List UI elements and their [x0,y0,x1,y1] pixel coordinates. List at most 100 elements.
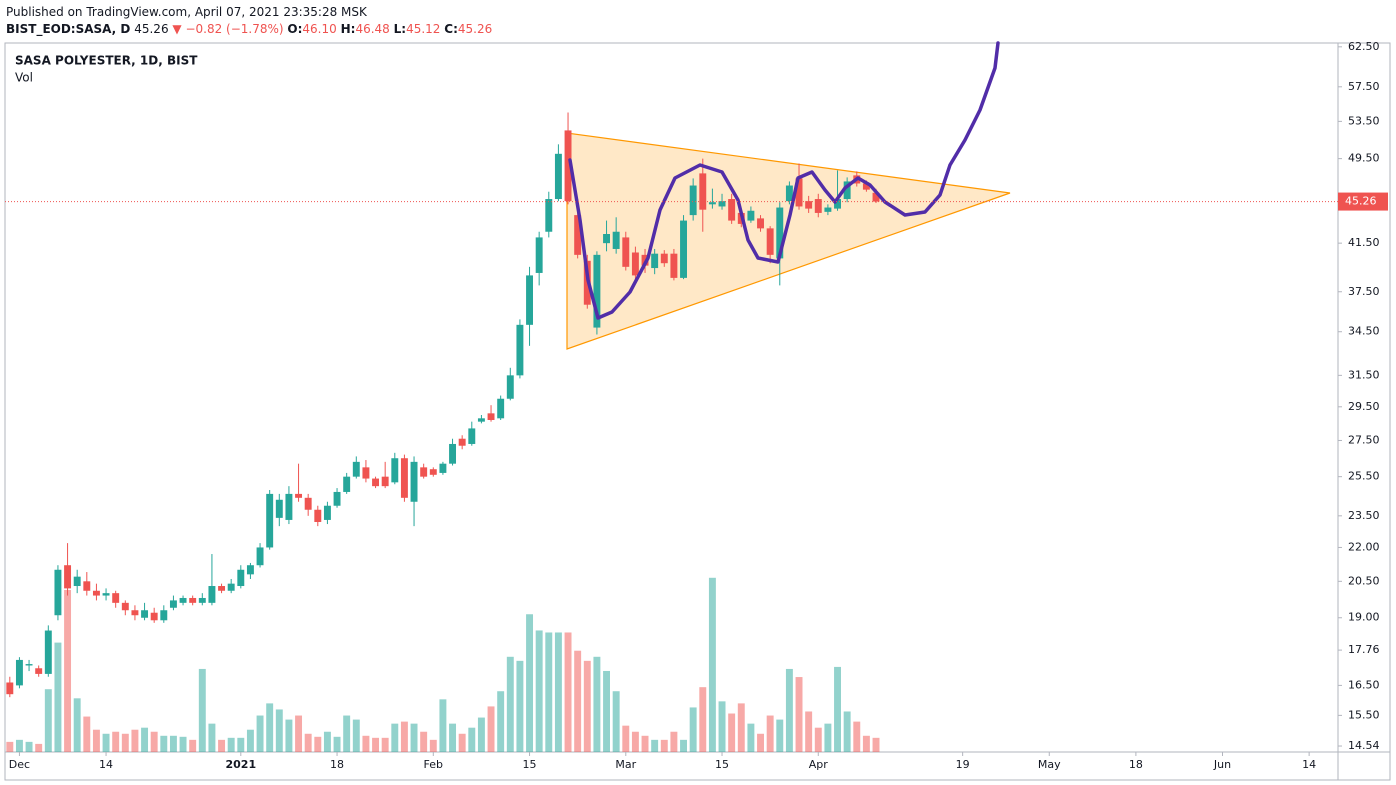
change: ▼ −0.82 (−1.78%) [172,22,284,36]
volume-bar [256,715,264,752]
last-price-label: 45.26 [1345,195,1377,208]
candle-body [747,210,755,221]
volume-bar [314,736,322,752]
volume-bar [641,735,649,752]
candle-body [872,192,880,202]
candle-body [275,499,283,518]
volume-bar [410,723,418,752]
volume-bar [439,699,447,752]
volume-bar [449,723,457,752]
volume-bar [198,668,206,752]
candle-body [814,199,822,213]
candle-body [622,237,630,267]
candle-body [64,565,72,589]
candle-body [304,497,312,510]
y-tick-label: 25.50 [1348,470,1380,483]
volume [6,577,880,752]
volume-bar [420,731,428,752]
last-price-box [1338,192,1388,211]
x-tick-label: 19 [956,758,970,771]
volume-bar [843,711,851,752]
candle-body [15,659,23,686]
volume-bar [25,741,33,752]
volume-bar [814,727,822,752]
volume-bar [593,656,601,752]
x-tick-label: 14 [99,758,113,771]
volume-bar [141,727,149,752]
volume-bar [44,689,52,752]
y-tick-label: 27.50 [1348,433,1380,446]
volume-bar [651,739,659,752]
candle-body [535,237,543,273]
volume-bar [468,727,476,752]
candle-body [612,231,620,249]
volume-bar [15,739,23,752]
volume-bar [795,677,803,752]
volume-bar [372,737,380,752]
candle-body [699,173,707,210]
candle-body [400,458,408,498]
candle-body [593,254,601,328]
y-tick-label: 15.50 [1348,708,1380,721]
volume-bar [160,735,168,752]
volume-bar [737,703,745,752]
y-tick-label: 41.50 [1348,236,1380,249]
volume-bar [391,723,399,752]
volume-bar [189,739,197,752]
ohlc-value: 46.48 [355,22,390,36]
y-tick-label: 62.50 [1348,40,1380,53]
volume-bar [622,725,630,752]
candle-body [516,324,524,376]
volume-bar [169,735,177,752]
candle-body [468,428,476,444]
candle-body [246,565,254,575]
volume-bar [35,743,43,752]
candle-body [343,476,351,492]
x-tick-label: May [1038,758,1061,771]
volume-bar [526,614,534,752]
candle-body [323,505,331,520]
candle-body [420,467,428,477]
x-tick-label: 15 [523,758,537,771]
published-line: Published on TradingView.com, April 07, … [6,5,367,19]
y-tick-label: 57.50 [1348,80,1380,93]
candle-body [333,491,341,506]
candle-body [862,183,870,190]
candle-body [73,576,81,587]
candle-body [141,610,149,618]
volume-bar [352,719,360,752]
candle-body [391,458,399,483]
volume-bar [275,709,283,752]
volume-bar [574,650,582,752]
candle-body [708,202,716,205]
volume-bar [266,703,274,752]
x-tick-label: 15 [715,758,729,771]
candle-body [44,630,52,674]
candle-body [795,178,803,207]
volume-bar [218,739,226,752]
volume-bar [535,630,543,752]
volume-bar [824,723,832,752]
volume-bar [612,691,620,752]
x-tick-label: 18 [1129,758,1143,771]
volume-bar [6,741,14,752]
candle-body [805,201,813,209]
volume-bar [564,632,572,752]
candle-body [169,600,177,608]
candle-body [785,185,793,202]
volume-bar [246,729,254,752]
x-tick-label: Dec [9,758,30,771]
ohlc-label: C: [444,22,458,36]
volume-bar [583,660,591,752]
volume-bar [304,733,312,752]
candle-body [362,467,370,479]
volume-bar [766,715,774,752]
candle-body [824,207,832,212]
y-tick-label: 20.50 [1348,574,1380,587]
volume-bar [102,733,110,752]
volume-bar [487,706,495,752]
volume-bar [83,716,91,752]
candle-body [266,493,274,548]
volume-bar [545,632,553,752]
